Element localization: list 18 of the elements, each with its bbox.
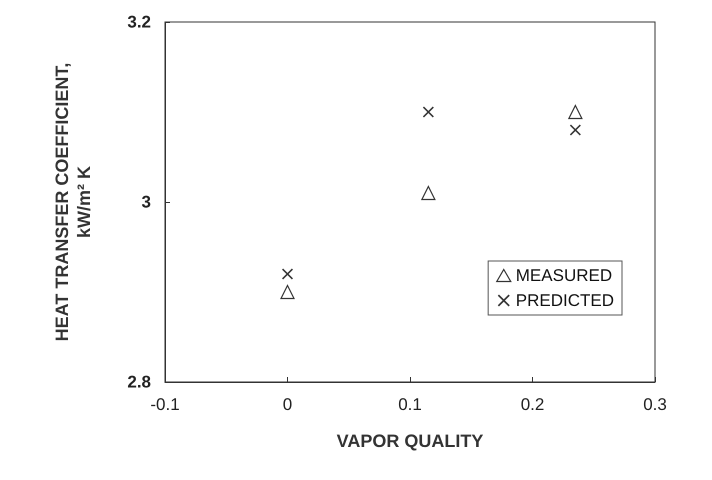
point bbox=[570, 124, 581, 136]
y-tick-label: 3.2 bbox=[127, 12, 151, 32]
point bbox=[282, 268, 293, 280]
point bbox=[280, 284, 295, 300]
x-tick-label: 0.2 bbox=[520, 395, 544, 414]
x-tick-label: 0 bbox=[282, 395, 292, 414]
legend-label: PREDICTED bbox=[516, 291, 614, 310]
point bbox=[422, 106, 434, 118]
x-tick-label: 0.3 bbox=[643, 395, 667, 414]
y-tick-label: 3 bbox=[142, 192, 151, 212]
x-tick-label: -0.1 bbox=[150, 395, 180, 414]
y-tick-label: 2.8 bbox=[127, 372, 151, 392]
x-axis-title: VAPOR QUALITY bbox=[336, 431, 484, 451]
point bbox=[421, 186, 436, 200]
y-axis-title: HEAT TRANSFER COEFFICIENT, kW/m² K bbox=[52, 62, 94, 342]
legend-label: MEASURED bbox=[516, 266, 612, 285]
x-tick-label: 0.1 bbox=[398, 395, 422, 414]
point bbox=[568, 104, 582, 120]
